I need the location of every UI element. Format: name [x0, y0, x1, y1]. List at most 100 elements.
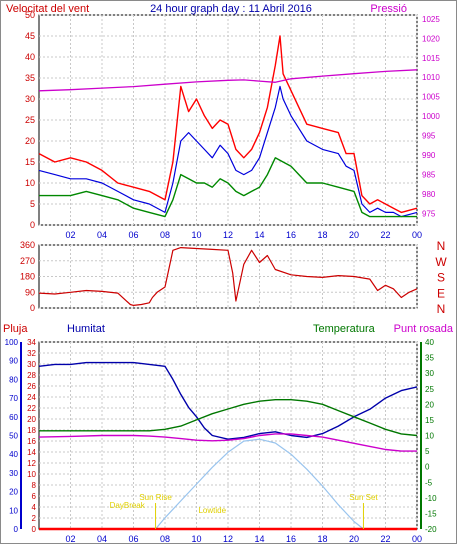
series-sun-curve [155, 438, 364, 530]
temperature-tick-label: 10 [425, 432, 434, 441]
rain-tick-label: 20 [27, 415, 36, 424]
y-left-tick-label-1: 0 [30, 220, 35, 230]
y-left-tick-label-1: 35 [25, 73, 35, 83]
y-right-tick-label-1: 1015 [422, 54, 440, 63]
x-tick-label-3: 16 [286, 534, 296, 544]
y-left-tick-label-1: 5 [30, 199, 35, 209]
x-tick-label-1: 12 [223, 230, 233, 240]
y-right-tick-label-1: 1005 [422, 93, 440, 102]
x-tick-label-1: 18 [317, 230, 327, 240]
humidity-tick-label: 70 [9, 394, 18, 403]
temperature-tick-label: 25 [425, 385, 434, 394]
rain-tick-label: 22 [27, 404, 36, 413]
rain-tick-label: 0 [32, 525, 37, 534]
pressure-label: Pressió [370, 3, 407, 15]
x-tick-label-3: 22 [380, 534, 390, 544]
x-tick-label-3: 12 [223, 534, 233, 544]
x-tick-label-1: 02 [65, 230, 75, 240]
temperature-tick-label: -20 [425, 525, 437, 534]
temperature-tick-label: 5 [425, 447, 430, 456]
rain-tick-label: 8 [32, 481, 37, 490]
humidity-temperature-panel: 02 04 06 08 10 12 14 16 18 20 22 000246810121416182… [5, 338, 437, 544]
series-direction-line [38, 247, 418, 306]
y-left-tick-label-1: 10 [25, 178, 35, 188]
humidity-label: Humitat [67, 323, 105, 335]
humidity-tick-label: 50 [9, 432, 18, 441]
x-tick-label-3: 18 [317, 534, 327, 544]
temperature-tick-label: 30 [425, 369, 434, 378]
compass-label: S [437, 271, 445, 285]
x-tick-label-1: 08 [160, 230, 170, 240]
series-wind-line [38, 85, 418, 218]
rain-tick-label: 16 [27, 437, 36, 446]
y-right-tick-label-1: 1020 [422, 34, 440, 43]
x-tick-label-3: 02 [65, 534, 75, 544]
y-right-tick-label-1: 975 [422, 209, 436, 218]
temperature-tick-label: -15 [425, 509, 437, 518]
humidity-tick-label: 30 [9, 469, 18, 478]
wind-speed-label: Velocitat del vent [6, 3, 89, 15]
rain-tick-label: 10 [27, 470, 36, 479]
y-left-tick-label-1: 50 [25, 10, 35, 20]
series-pressure-line [38, 69, 418, 92]
y-tick-label-2: 360 [20, 240, 35, 250]
y-right-tick-label-1: 1000 [422, 112, 440, 121]
y-tick-label-2: 90 [25, 287, 35, 297]
x-tick-label-3: 06 [128, 534, 138, 544]
temperature-tick-label: 40 [425, 338, 434, 347]
y-left-tick-label-1: 25 [25, 115, 35, 125]
annotation-label-lowtide: Lowtide [198, 506, 226, 515]
x-tick-label-3: 14 [254, 534, 264, 544]
wind-pressure-panel: 02 04 06 08 10 12 14 16 18 20 22 000510152025303540… [25, 10, 440, 240]
compass-label: E [437, 286, 445, 300]
x-tick-label-1: 22 [380, 230, 390, 240]
rain-tick-label: 4 [32, 503, 37, 512]
rain-tick-label: 14 [27, 448, 36, 457]
x-tick-label-3: 00 [412, 534, 422, 544]
temperature-tick-label: 15 [425, 416, 434, 425]
chart-title: 24 hour graph day : 11 Abril 2016 [150, 3, 312, 15]
compass-label: N [437, 302, 446, 316]
y-left-tick-label-1: 40 [25, 52, 35, 62]
y-tick-label-2: 270 [20, 256, 35, 266]
y-left-tick-label-1: 45 [25, 31, 35, 41]
y-right-tick-label-1: 1025 [422, 15, 440, 24]
x-tick-label-1: 16 [286, 230, 296, 240]
series-temperature-line [39, 399, 418, 437]
x-tick-label-1: 06 [128, 230, 138, 240]
rain-tick-label: 6 [32, 492, 37, 501]
dewpoint-label: Punt rosada [394, 323, 454, 335]
temperature-tick-label: -10 [425, 494, 437, 503]
x-tick-label-3: 10 [191, 534, 201, 544]
rain-label: Pluja [3, 323, 28, 335]
series-gust-line [38, 35, 418, 214]
rain-tick-label: 12 [27, 459, 36, 468]
y-left-tick-label-1: 30 [25, 94, 35, 104]
rain-tick-label: 34 [27, 338, 36, 347]
y-left-tick-label-1: 15 [25, 157, 35, 167]
compass-label: N [437, 239, 446, 253]
compass-label: W [435, 255, 447, 269]
annotation-label-daybreak: DayBreak [110, 501, 146, 510]
y-right-tick-label-1: 985 [422, 170, 436, 179]
x-tick-label-1: 04 [97, 230, 107, 240]
y-left-tick-label-1: 20 [25, 136, 35, 146]
y-tick-label-2: 180 [20, 272, 35, 282]
series-dewpoint-line [38, 433, 417, 452]
x-tick-label-1: 14 [254, 230, 264, 240]
rain-tick-label: 24 [27, 393, 36, 402]
x-tick-label-1: 00 [412, 230, 422, 240]
humidity-tick-label: 90 [9, 357, 18, 366]
rain-tick-label: 28 [27, 371, 36, 380]
temperature-tick-label: 20 [425, 400, 434, 409]
rain-tick-label: 18 [27, 426, 36, 435]
x-tick-label-3: 20 [349, 534, 359, 544]
y-right-tick-label-1: 995 [422, 132, 436, 141]
x-tick-label-1: 10 [191, 230, 201, 240]
humidity-tick-label: 80 [9, 375, 18, 384]
x-tick-label-1: 20 [349, 230, 359, 240]
x-tick-label-3: 08 [160, 534, 170, 544]
